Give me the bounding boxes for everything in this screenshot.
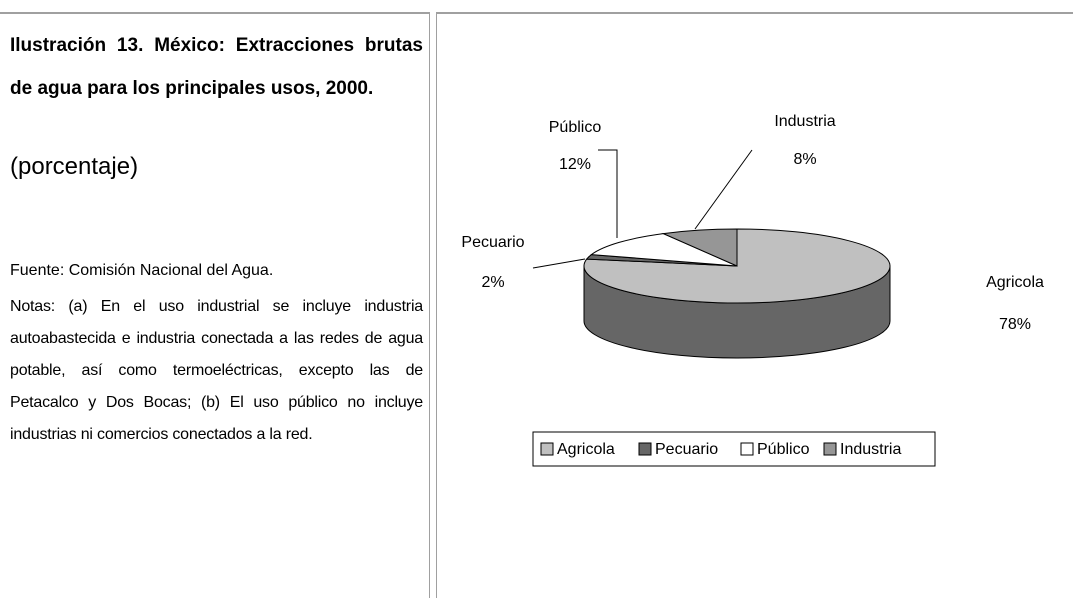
legend-box	[532, 431, 936, 467]
leader-line	[598, 149, 618, 238]
slice-value-label: 8%	[793, 151, 816, 168]
legend-label: Pecuario	[655, 441, 718, 458]
legend-label: Público	[757, 441, 810, 458]
pie-slice	[661, 228, 738, 267]
legend-label: Agricola	[557, 441, 615, 458]
slice-value-label: 12%	[559, 156, 591, 173]
legend-swatch	[540, 442, 554, 456]
leader-line	[532, 258, 586, 269]
legend-swatch	[740, 442, 754, 456]
pie-slice	[590, 233, 738, 267]
pie-slice	[583, 228, 891, 304]
legend-label: Industria	[840, 441, 901, 458]
caption-unit: (porcentaje)	[10, 153, 139, 180]
caption-source: Fuente: Comisión Nacional del Agua.	[10, 262, 274, 279]
caption-title: Ilustración 13. México: Extracciones bru…	[10, 35, 423, 99]
slice-label: Industria	[774, 113, 835, 130]
leader-line	[694, 149, 753, 230]
chart-panel	[436, 12, 1073, 598]
slice-value-label: 2%	[481, 274, 504, 291]
slice-label: Agricola	[986, 274, 1044, 291]
caption-notes: Notas: (a) En el uso industrial se inclu…	[10, 298, 423, 443]
caption-panel: Ilustración 13. México: Extracciones bru…	[0, 12, 430, 598]
slice-value-label: 78%	[999, 316, 1031, 333]
slice-label: Público	[549, 119, 602, 136]
legend-swatch	[823, 442, 837, 456]
slice-label: Pecuario	[461, 234, 524, 251]
legend-swatch	[638, 442, 652, 456]
